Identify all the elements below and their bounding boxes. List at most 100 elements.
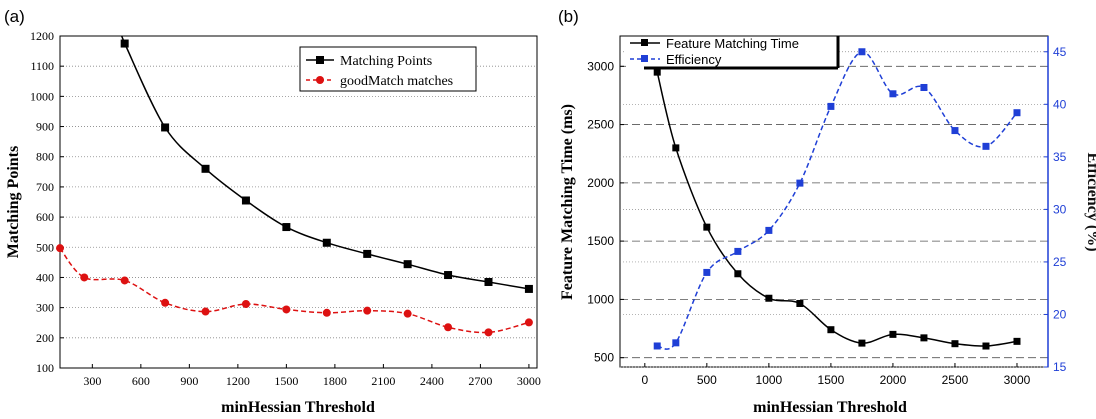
panel-b: (b) 0 500 1000 1500 2000 2500 3000 500 1000 1500… (558, 7, 1096, 416)
x-tick-label: 900 (180, 374, 198, 388)
y-tick-label: 1000 (30, 89, 54, 103)
data-point-circle (524, 318, 533, 327)
y2-tick-label: 35 (1053, 150, 1067, 164)
data-point-square (241, 196, 250, 205)
y-tick-label: 700 (36, 180, 54, 194)
data-point-square (120, 39, 129, 48)
panel-b-plot-frame (619, 35, 1049, 368)
data-point-square (653, 342, 661, 350)
panel-a-y-axis-title: Matching Points (5, 146, 22, 258)
data-point-square (982, 342, 990, 350)
x-tick-label: 2100 (371, 374, 395, 388)
panel-b-y2-axis-title: Efficiency (%) (1084, 152, 1096, 251)
data-point-square (858, 339, 866, 347)
data-point-square (982, 142, 990, 150)
data-point-square (703, 223, 711, 231)
y-tick-label: 900 (36, 120, 54, 134)
y-tick-label: 100 (36, 361, 54, 375)
x-tick-label: 600 (132, 374, 150, 388)
panel-a-legend: Matching Points goodMatch matches (299, 46, 477, 92)
data-point-square (889, 90, 897, 98)
data-point-square (363, 249, 372, 258)
panel-a-legend-label-1: Matching Points (340, 54, 432, 69)
data-point-circle (363, 306, 372, 315)
y2-tick-label: 20 (1053, 307, 1067, 321)
panel-a: (a) 300 600 900 1200 1500 1800 2100 2400 2700 300… (4, 7, 541, 416)
data-point-circle (322, 308, 331, 317)
x-tick-label: 2400 (420, 374, 444, 388)
data-point-square (765, 226, 773, 234)
y-tick-label: 600 (36, 210, 54, 224)
panel-a-x-ticks: 300 600 900 1200 1500 1800 2100 2400 2700 3000 (83, 364, 541, 388)
y2-tick-label: 25 (1053, 255, 1067, 269)
x-tick-label: 1800 (323, 374, 347, 388)
y2-tick-label: 45 (1053, 45, 1067, 59)
panel-a-legend-label-2: goodMatch matches (340, 74, 453, 89)
panel-a-y-ticks: 100 200 300 400 500 600 700 800 900 1000 1100 1200 (30, 29, 64, 375)
panel-b-legend-label-2: Efficiency (666, 52, 722, 67)
y-tick-label: 1100 (30, 59, 54, 73)
data-point-square (827, 326, 835, 334)
data-point-square (734, 247, 742, 255)
x-tick-label: 2700 (468, 374, 492, 388)
data-point-circle (444, 323, 453, 332)
y-tick-label: 800 (36, 150, 54, 164)
legend-square-marker-icon (641, 39, 648, 46)
data-point-square (201, 164, 210, 173)
y-tick-label: 2000 (587, 176, 614, 190)
panel-a-legend-box (299, 46, 477, 92)
data-point-square (734, 270, 742, 278)
data-point-circle (241, 300, 250, 309)
series-line (657, 51, 1018, 350)
panel-b-x-ticks: 0 500 1000 1500 2000 2500 3000 (641, 363, 1031, 387)
series-line (59, 247, 530, 334)
panel-b-y-axis-title: Feature Matching Time (ms) (559, 104, 576, 300)
x-tick-label: 2500 (942, 373, 969, 387)
data-point-circle (80, 273, 89, 282)
panel-b-y-ticks: 500 1000 1500 2000 2500 3000 (587, 59, 624, 365)
data-point-square (161, 123, 170, 132)
legend-circle-marker-icon (316, 76, 324, 84)
panel-a-label: (a) (4, 7, 25, 26)
data-point-square (858, 48, 866, 56)
data-point-circle (201, 307, 210, 316)
y-tick-label: 1500 (587, 234, 614, 248)
x-tick-label: 1500 (818, 373, 845, 387)
data-point-square (796, 299, 804, 307)
y-tick-label: 300 (36, 301, 54, 315)
panel-b-legend: Feature Matching Time Efficiency (626, 36, 840, 70)
y2-tick-label: 30 (1053, 202, 1067, 216)
y-tick-label: 1000 (587, 292, 614, 306)
data-point-square (524, 284, 533, 293)
y2-tick-label: 15 (1053, 360, 1067, 374)
panel-b-legend-label-1: Feature Matching Time (666, 36, 799, 51)
y-tick-label: 3000 (587, 59, 614, 73)
data-point-square (282, 223, 291, 232)
y-tick-label: 500 (36, 240, 54, 254)
x-tick-label: 300 (83, 374, 101, 388)
data-point-square (1013, 337, 1021, 345)
series-line (656, 71, 1018, 347)
data-point-square (484, 277, 493, 286)
panel-b-legend-bg (626, 37, 838, 69)
panel-b-series (653, 48, 1021, 350)
y-tick-label: 2500 (587, 118, 614, 132)
panel-a-x-axis-title: minHessian Threshold (221, 399, 375, 416)
x-tick-label: 0 (641, 373, 648, 387)
legend-square-marker-icon (641, 55, 648, 62)
data-point-square (403, 260, 412, 269)
data-point-circle (484, 328, 493, 337)
data-point-square (889, 330, 897, 338)
x-tick-label: 3000 (517, 374, 541, 388)
data-point-square (444, 271, 453, 280)
data-point-square (672, 144, 680, 152)
data-point-circle (403, 309, 412, 318)
panel-b-label: (b) (558, 7, 579, 26)
data-point-circle (120, 276, 129, 285)
x-tick-label: 2000 (880, 373, 907, 387)
data-point-square (765, 294, 773, 302)
panel-a-series (56, 35, 533, 337)
panel-b-y2-ticks: 15 20 25 30 35 40 45 (1044, 36, 1067, 374)
y-tick-label: 200 (36, 331, 54, 345)
